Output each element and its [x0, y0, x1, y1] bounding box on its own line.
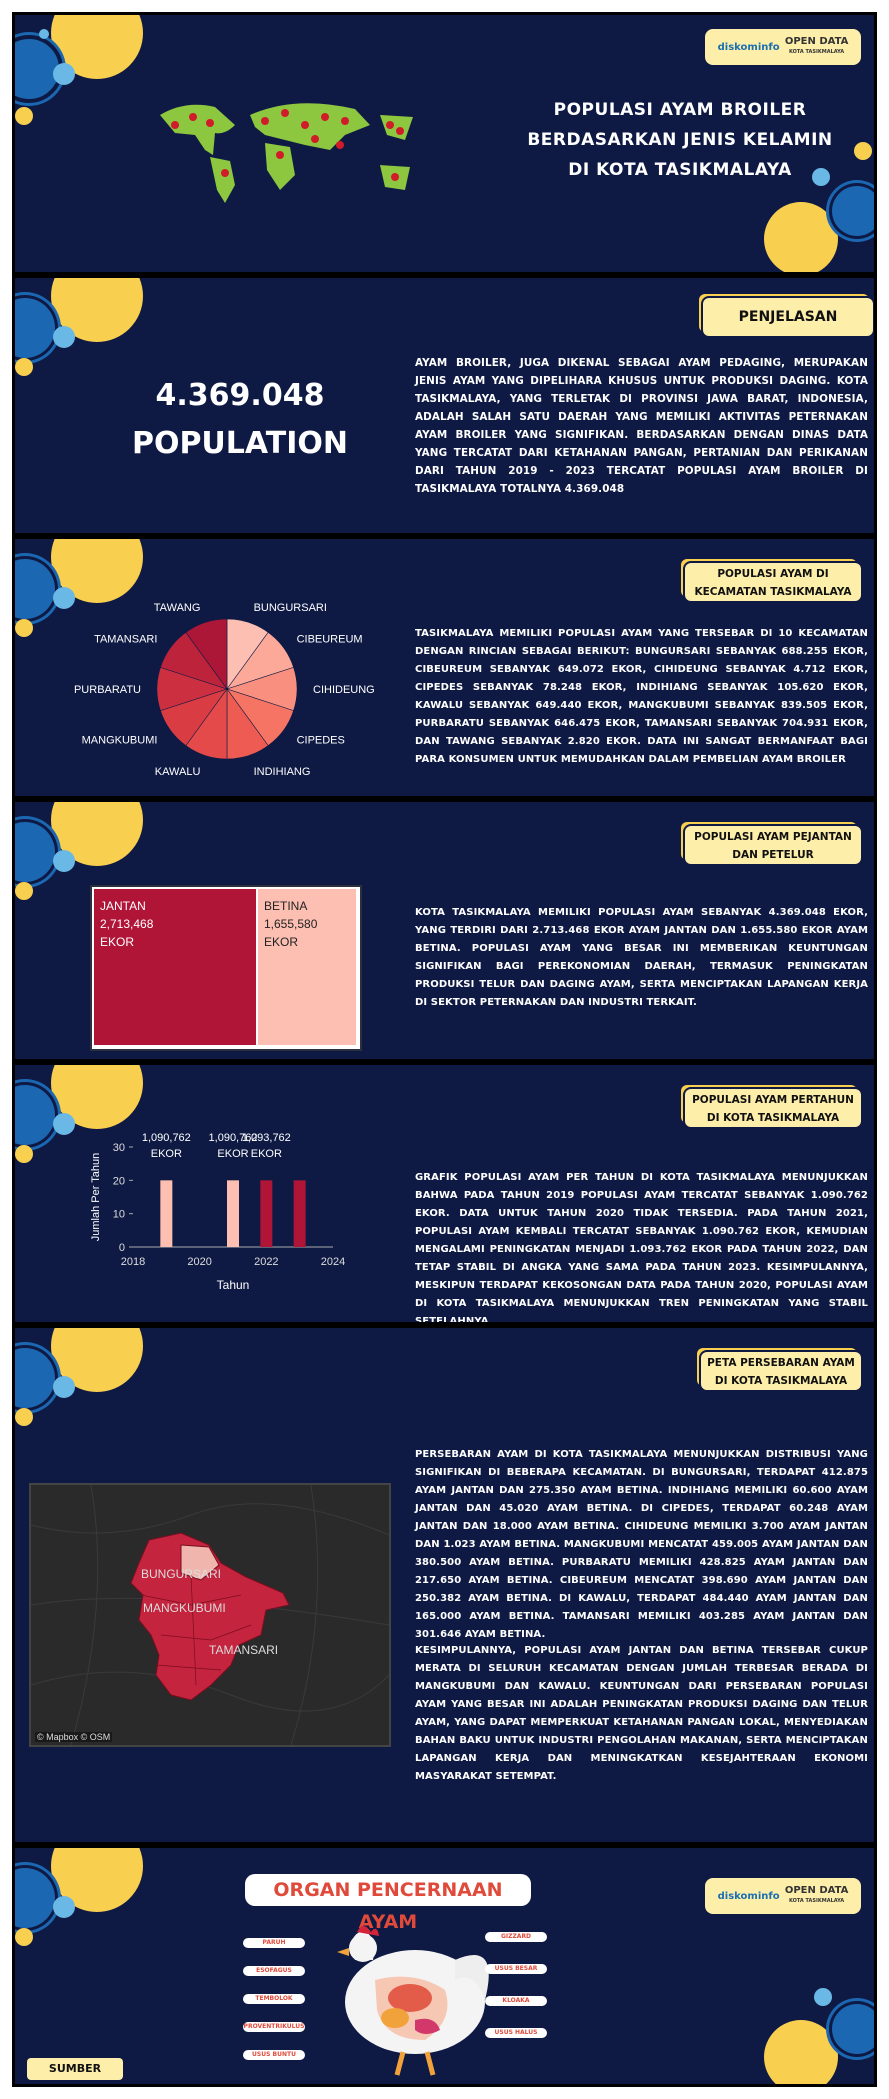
district-map[interactable]: BUNGURSARI MANGKUBUMI TAMANSARI © Mapbox…: [29, 1483, 391, 1747]
pie-label-purbaratu: PURBARATU: [74, 684, 141, 696]
page-title: POPULASI AYAM BROILER BERDASARKAN JENIS …: [527, 100, 833, 180]
x-tick-label: 2024: [321, 1256, 345, 1268]
bungursari-region: [180, 1544, 220, 1581]
pie-chart: BUNGURSARI CIBEUREUM CIHIDEUNG CIPEDES INDIH…: [74, 602, 375, 778]
open-data-logo: OPEN DATA KOTA TASIKMALAYA: [784, 1885, 849, 1905]
pie-label-kawalu: KAWALU: [155, 766, 201, 778]
corner-decoration: [15, 802, 145, 912]
partner-logos: diskominfo OPEN DATA KOTA TASIKMALAYA: [705, 29, 861, 65]
corner-decoration: [15, 1848, 145, 1958]
pie-label-cibeureum: CIBEUREUM: [297, 633, 363, 645]
peta-panel: PETA PERSEBARAN AYAM DI KOTA TASIKMALAYA…: [15, 1328, 874, 1842]
sumber-button[interactable]: SUMBER: [27, 2058, 123, 2080]
bar-2023[interactable]: [293, 1180, 306, 1247]
x-axis-label: Tahun: [217, 1278, 250, 1292]
x-tick-label: 2022: [254, 1256, 278, 1268]
bar-data-unit: EKOR: [151, 1148, 182, 1160]
pertahun-text: GRAFIK POPULASI AYAM PER TAHUN DI KOTA T…: [415, 1172, 868, 1322]
corner-decoration: [15, 1065, 145, 1175]
section-heading: PETA PERSEBARAN AYAM DI KOTA TASIKMALAYA: [701, 1352, 861, 1390]
map-label-tamansari: TAMANSARI: [209, 1643, 279, 1657]
map-label-mangkubumi: MANGKUBUMI: [143, 1601, 226, 1615]
peta-text-1: PERSEBARAN AYAM DI KOTA TASIKMALAYA MENU…: [415, 1449, 868, 1640]
kecamatan-panel: POPULASI AYAM DI KECAMATAN TASIKMALAYA B…: [15, 539, 874, 796]
section-heading: POPULASI AYAM PERTAHUN DI KOTA TASIKMALA…: [685, 1089, 861, 1127]
pie-label-mangkubumi: MANGKUBUMI: [82, 735, 158, 747]
map-label-bungursari: BUNGURSARI: [141, 1567, 222, 1581]
pie-label-cipedes: CIPEDES: [297, 735, 345, 747]
population-label: POPULATION: [131, 426, 349, 461]
organ-tag-left: TEMBOLOK: [243, 1994, 305, 2004]
corner-decoration-bottom: [744, 142, 874, 272]
partner-logos: diskominfo OPEN DATA KOTA TASIKMALAYA: [705, 1878, 861, 1914]
map-attribution: © Mapbox © OSM: [35, 1732, 113, 1742]
organ-tag-left: PROVENTRIKULUS: [243, 2022, 305, 2032]
corner-decoration: [15, 1328, 145, 1438]
infographic: POPULASI AYAM BROILER BERDASARKAN JENIS …: [12, 12, 877, 2087]
corner-decoration: [15, 15, 145, 145]
header-panel: POPULASI AYAM BROILER BERDASARKAN JENIS …: [15, 15, 874, 272]
population-number: 4.369.048: [155, 378, 325, 413]
pejantan-text: KOTA TASIKMALAYA MEMILIKI POPULASI AYAM …: [415, 907, 868, 1008]
x-tick-label: 2020: [187, 1256, 211, 1268]
section-heading: POPULASI AYAM DI KECAMATAN TASIKMALAYA: [685, 563, 861, 601]
treemap-betina: BETINA 1,655,580 EKOR: [258, 889, 356, 1045]
treemap-chart: JANTAN 2,713,468 EKOR BETINA 1,655,580 E…: [90, 885, 362, 1051]
bar-2022[interactable]: [260, 1180, 273, 1247]
open-data-logo: OPEN DATA KOTA TASIKMALAYA: [784, 36, 849, 56]
pie-label-cihideung: CIHIDEUNG: [313, 684, 375, 696]
world-map-illustration: [160, 103, 413, 203]
organ-tag-right: USUS BESAR: [485, 1964, 547, 1974]
bar-data-label: 1,090,762: [142, 1132, 191, 1144]
organ-title: ORGAN PENCERNAAN AYAM: [245, 1874, 531, 1933]
bar-data-label: 1,093,762: [242, 1132, 291, 1144]
pin-icons: [171, 109, 404, 181]
chicken-illustration: [337, 1926, 489, 2076]
y-tick-label: 0: [119, 1242, 125, 1254]
treemap-jantan: JANTAN 2,713,468 EKOR: [94, 889, 256, 1045]
bar-chart: 0 10 20 30 2018 2020 2022 2024 1,090,762 EKOR 1,09…: [90, 1132, 345, 1292]
pie-label-indihiang: INDIHIANG: [254, 766, 311, 778]
map-canvas: [31, 1485, 389, 1745]
pertahun-panel: POPULASI AYAM PERTAHUN DI KOTA TASIKMALA…: [15, 1065, 874, 1322]
tasikmalaya-region: [130, 1532, 290, 1701]
bar-2019[interactable]: [160, 1180, 173, 1247]
pie-label-tawang: TAWANG: [154, 602, 201, 614]
section-heading: PENJELASAN: [703, 298, 873, 336]
y-axis-label: Jumlah Per Tahun: [90, 1153, 102, 1241]
organ-tag-right: USUS HALUS: [485, 2028, 547, 2038]
section-heading: POPULASI AYAM PEJANTAN DAN PETELUR: [685, 826, 861, 864]
organ-tag-right: GIZZARD: [485, 1932, 547, 1942]
bar-data-label: 1,090,762: [209, 1132, 258, 1144]
corner-decoration: [15, 539, 145, 649]
organ-tag-left: PARUH: [243, 1938, 305, 1948]
y-tick-label: 10: [113, 1209, 125, 1221]
organ-tag-right: KLOAKA: [485, 1996, 547, 2006]
pie-label-tamansari: TAMANSARI: [94, 633, 157, 645]
organ-tag-left: USUS BUNTU: [243, 2050, 305, 2060]
organ-tag-left: ESOFAGUS: [243, 1966, 305, 1976]
y-tick-label: 20: [113, 1175, 125, 1187]
corner-decoration: [15, 278, 145, 388]
pie-slice-tawang[interactable]: [185, 618, 228, 690]
penjelasan-text: AYAM BROILER, JUGA DIKENAL SEBAGAI AYAM …: [415, 357, 868, 495]
x-tick-label: 2018: [121, 1256, 145, 1268]
diskominfo-logo: diskominfo: [717, 1890, 780, 1902]
y-tick-label: 30: [113, 1142, 125, 1154]
pie-label-bungursari: BUNGURSARI: [254, 602, 327, 614]
pejantan-panel: POPULASI AYAM PEJANTAN DAN PETELUR JANTA…: [15, 802, 874, 1059]
peta-text-2: KESIMPULANNYA, POPULASI AYAM JANTAN DAN …: [415, 1645, 868, 1782]
kecamatan-text: TASIKMALAYA MEMILIKI POPULASI AYAM YANG …: [415, 628, 868, 765]
bar-data-unit: EKOR: [251, 1148, 282, 1160]
organ-panel: diskominfo OPEN DATA KOTA TASIKMALAYA OR…: [15, 1848, 874, 2084]
bar-2021[interactable]: [227, 1180, 239, 1247]
bar-data-unit: EKOR: [217, 1148, 248, 1160]
corner-decoration-bottom: [744, 1974, 874, 2084]
diskominfo-logo: diskominfo: [717, 41, 780, 53]
penjelasan-panel: PENJELASAN 4.369.048 POPULATION AYAM BRO…: [15, 278, 874, 533]
